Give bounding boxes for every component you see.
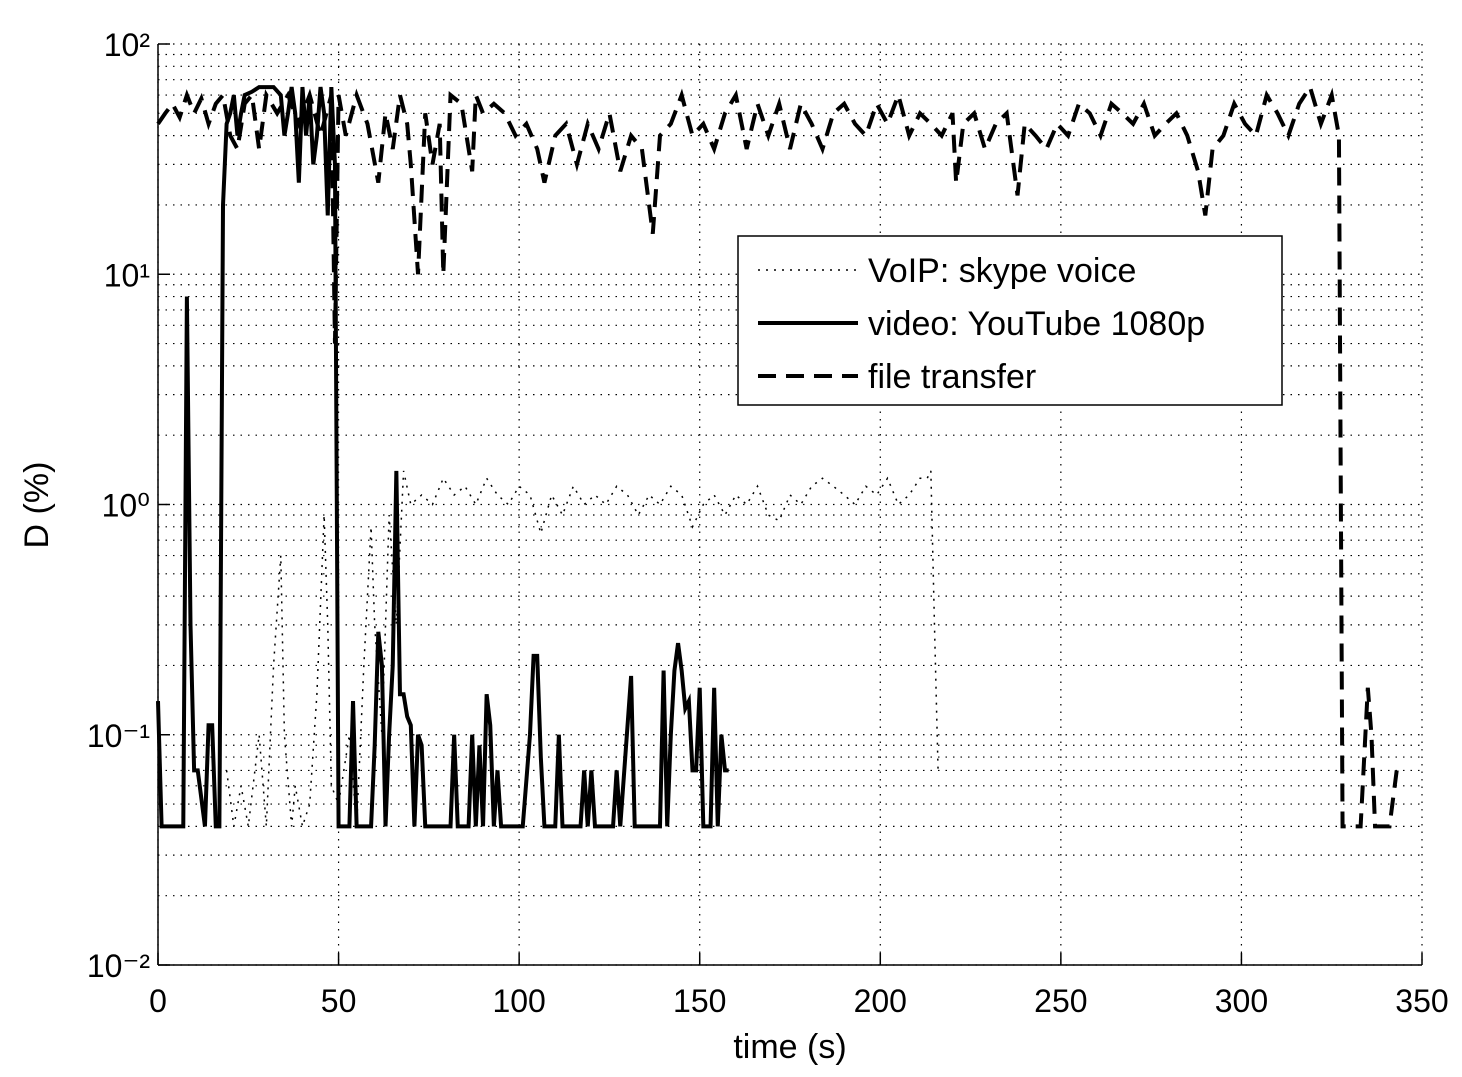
y-axis-label: D (%) <box>18 462 56 549</box>
x-tick-label: 200 <box>854 983 907 1019</box>
y-tick-label: 10² <box>104 27 151 63</box>
x-tick-label: 50 <box>321 983 357 1019</box>
y-tick-label: 10¹ <box>104 257 150 293</box>
y-tick-label: 10⁻¹ <box>87 718 150 754</box>
x-tick-label: 0 <box>149 983 167 1019</box>
legend-label: VoIP: skype voice <box>868 252 1136 290</box>
legend-label: file transfer <box>868 358 1036 396</box>
x-tick-label: 100 <box>492 983 545 1019</box>
series-line <box>156 85 729 829</box>
x-tick-label: 150 <box>673 983 726 1019</box>
x-tick-label: 350 <box>1395 983 1448 1019</box>
legend: VoIP: skype voice video: YouTube 1080p fil… <box>737 235 1283 406</box>
x-tick-label: 250 <box>1034 983 1087 1019</box>
legend-label: video: YouTube 1080p <box>868 305 1205 343</box>
x-tick-label: 300 <box>1215 983 1268 1019</box>
series-line <box>225 470 939 827</box>
series-line <box>156 82 1399 829</box>
x-axis-label: time (s) <box>733 1028 846 1066</box>
y-tick-label: 10⁰ <box>102 488 150 524</box>
y-tick-label: 10⁻² <box>87 948 150 984</box>
